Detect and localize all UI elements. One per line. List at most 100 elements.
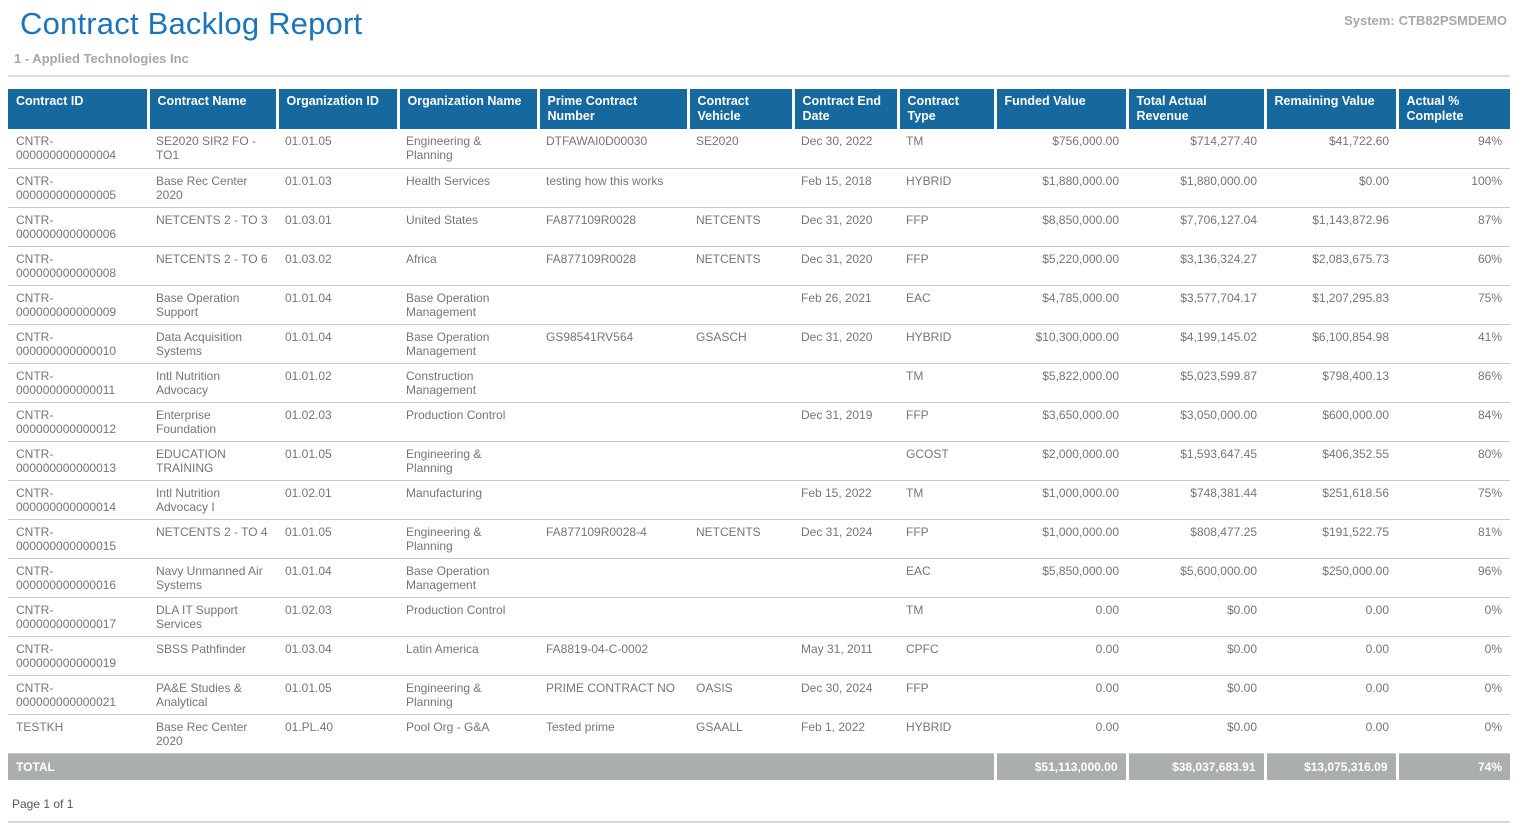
cell-actual-complete: 84% [1397, 402, 1510, 442]
cell-contract-name: EDUCATION TRAINING [148, 441, 277, 481]
cell-actual-complete: 100% [1397, 168, 1510, 208]
cell-remaining-value: $6,100,854.98 [1265, 324, 1397, 364]
cell-organization-id: 01.01.05 [277, 129, 398, 169]
cell-actual-complete: 0% [1397, 636, 1510, 676]
cell-prime-contract-number [538, 363, 688, 403]
cell-contract-name: Intl Nutrition Advocacy I [148, 480, 277, 520]
total-row: TOTAL $51,113,000.00 $38,037,683.91 $13,… [8, 753, 1510, 780]
cell-contract-type: HYBRID [898, 714, 995, 754]
cell-total-actual-revenue: $0.00 [1127, 714, 1265, 754]
cell-contract-type: EAC [898, 285, 995, 325]
table-row: CNTR-000000000000016 Navy Unmanned Air Sy… [8, 558, 1510, 598]
cell-contract-id: CNTR-000000000000013 [8, 441, 148, 481]
table-row: CNTR-000000000000006 NETCENTS 2 - TO 3 01.… [8, 207, 1510, 247]
table-row: CNTR-000000000000005 Base Rec Center 2020… [8, 168, 1510, 208]
cell-funded-value: 0.00 [995, 597, 1127, 637]
cell-organization-id: 01.01.04 [277, 285, 398, 325]
cell-prime-contract-number: PRIME CONTRACT NO [538, 675, 688, 715]
cell-contract-end-date [793, 363, 898, 403]
cell-total-actual-revenue: $5,023,599.87 [1127, 363, 1265, 403]
cell-contract-end-date: Dec 30, 2024 [793, 675, 898, 715]
cell-funded-value: $3,650,000.00 [995, 402, 1127, 442]
cell-prime-contract-number: testing how this works [538, 168, 688, 208]
cell-remaining-value: $41,722.60 [1265, 129, 1397, 169]
cell-contract-vehicle [688, 441, 793, 481]
cell-organization-id: 01.02.03 [277, 597, 398, 637]
cell-contract-vehicle: GSASCH [688, 324, 793, 364]
cell-prime-contract-number: FA877109R0028-4 [538, 519, 688, 559]
cell-contract-vehicle: NETCENTS [688, 246, 793, 286]
cell-contract-id: CNTR-000000000000015 [8, 519, 148, 559]
cell-remaining-value: $250,000.00 [1265, 558, 1397, 598]
column-header-contract-id: Contract ID [8, 89, 150, 129]
cell-funded-value: $5,220,000.00 [995, 246, 1127, 286]
cell-organization-name: Manufacturing [398, 480, 538, 520]
system-info: System: CTB82PSMDEMO [1340, 13, 1507, 28]
cell-contract-vehicle [688, 480, 793, 520]
table-body: CNTR-000000000000004 SE2020 SIR2 FO - TO1… [8, 129, 1510, 754]
cell-organization-name: Engineering & Planning [398, 129, 538, 169]
cell-organization-name: Construction Management [398, 363, 538, 403]
cell-contract-end-date: Dec 31, 2019 [793, 402, 898, 442]
cell-contract-type: CPFC [898, 636, 995, 676]
cell-funded-value: $1,000,000.00 [995, 519, 1127, 559]
cell-contract-type: EAC [898, 558, 995, 598]
cell-contract-name: Base Operation Support [148, 285, 277, 325]
cell-funded-value: $10,300,000.00 [995, 324, 1127, 364]
cell-contract-end-date: Feb 15, 2018 [793, 168, 898, 208]
column-header-contract-type: Contract Type [898, 89, 997, 129]
cell-contract-name: NETCENTS 2 - TO 4 [148, 519, 277, 559]
cell-funded-value: 0.00 [995, 714, 1127, 754]
cell-total-actual-revenue: $3,577,704.17 [1127, 285, 1265, 325]
table-row: CNTR-000000000000012 Enterprise Foundatio… [8, 402, 1510, 442]
column-header-organization-name: Organization Name [398, 89, 540, 129]
cell-prime-contract-number: FA8819-04-C-0002 [538, 636, 688, 676]
cell-remaining-value: 0.00 [1265, 636, 1397, 676]
cell-contract-vehicle: OASIS [688, 675, 793, 715]
cell-organization-id: 01.01.04 [277, 558, 398, 598]
cell-remaining-value: $0.00 [1265, 168, 1397, 208]
cell-contract-id: CNTR-000000000000006 [8, 207, 148, 247]
cell-contract-end-date: Dec 31, 2020 [793, 207, 898, 247]
cell-actual-complete: 87% [1397, 207, 1510, 247]
cell-actual-complete: 81% [1397, 519, 1510, 559]
total-actual-revenue: $38,037,683.91 [1125, 753, 1265, 780]
cell-contract-end-date [793, 597, 898, 637]
cell-contract-vehicle [688, 168, 793, 208]
cell-organization-name: Production Control [398, 597, 538, 637]
cell-organization-name: Latin America [398, 636, 538, 676]
cell-actual-complete: 75% [1397, 285, 1510, 325]
cell-contract-id: CNTR-000000000000021 [8, 675, 148, 715]
cell-total-actual-revenue: $3,136,324.27 [1127, 246, 1265, 286]
cell-contract-type: TM [898, 129, 995, 169]
cell-prime-contract-number [538, 441, 688, 481]
cell-funded-value: $756,000.00 [995, 129, 1127, 169]
cell-contract-end-date: Dec 31, 2024 [793, 519, 898, 559]
cell-total-actual-revenue: $3,050,000.00 [1127, 402, 1265, 442]
cell-contract-type: FFP [898, 675, 995, 715]
cell-prime-contract-number [538, 480, 688, 520]
cell-contract-name: DLA IT Support Services [148, 597, 277, 637]
cell-contract-id: CNTR-000000000000008 [8, 246, 148, 286]
table-row: CNTR-000000000000014 Intl Nutrition Advoc… [8, 480, 1510, 520]
cell-organization-id: 01.02.01 [277, 480, 398, 520]
cell-organization-name: Engineering & Planning [398, 519, 538, 559]
column-header-funded-value: Funded Value [995, 89, 1129, 129]
cell-contract-name: Base Rec Center 2020 [148, 714, 277, 754]
header-divider [8, 75, 1510, 77]
cell-contract-end-date: Dec 31, 2020 [793, 246, 898, 286]
cell-organization-id: 01.01.03 [277, 168, 398, 208]
total-percent-complete: 74% [1395, 753, 1510, 780]
system-value: CTB82PSMDEMO [1398, 13, 1507, 28]
cell-contract-type: FFP [898, 519, 995, 559]
cell-funded-value: $2,000,000.00 [995, 441, 1127, 481]
cell-actual-complete: 0% [1397, 714, 1510, 754]
cell-total-actual-revenue: $0.00 [1127, 636, 1265, 676]
cell-funded-value: $5,850,000.00 [995, 558, 1127, 598]
cell-contract-id: CNTR-000000000000012 [8, 402, 148, 442]
bottom-divider [8, 821, 1510, 823]
cell-organization-id: 01.03.02 [277, 246, 398, 286]
cell-organization-name: Africa [398, 246, 538, 286]
cell-contract-id: CNTR-000000000000016 [8, 558, 148, 598]
cell-actual-complete: 60% [1397, 246, 1510, 286]
